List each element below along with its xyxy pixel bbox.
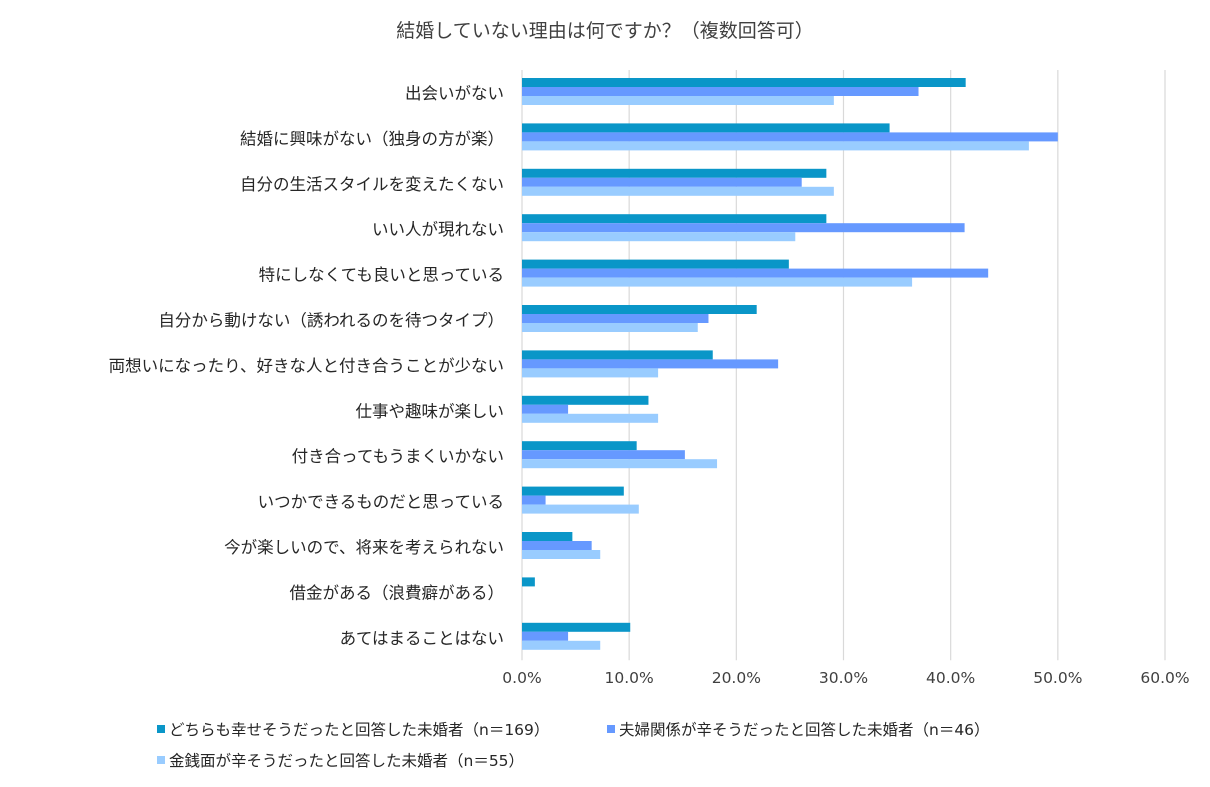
bar	[522, 96, 834, 105]
category-label: 仕事や趣味が楽しい	[356, 402, 505, 421]
bar	[522, 459, 718, 469]
category-label: 特にしなくても良いと思っている	[259, 266, 504, 285]
bar	[522, 368, 659, 378]
bar	[522, 277, 913, 287]
bar	[522, 214, 827, 224]
bar	[522, 577, 535, 587]
legend-label: 金銭面が辛そうだったと回答した未婚者（n＝55）	[169, 752, 524, 770]
bar	[522, 450, 685, 460]
bar	[522, 177, 802, 187]
bar	[522, 532, 573, 541]
legend: どちらも幸せそうだったと回答した未婚者（n＝169） 夫婦関係が辛そうだったと回答…	[157, 721, 990, 770]
category-label: いい人が現れない	[372, 220, 504, 239]
x-tick-label: 30.0%	[819, 669, 868, 687]
bar	[522, 232, 796, 242]
grid	[521, 70, 1166, 661]
bar	[522, 395, 649, 405]
bar	[522, 186, 834, 196]
category-label: 自分の生活スタイルを変えたくない	[240, 175, 504, 194]
bar	[522, 305, 757, 314]
bar	[522, 350, 713, 360]
bar	[522, 622, 631, 632]
bar	[522, 441, 637, 451]
x-tick-label: 0.0%	[502, 669, 541, 687]
bar	[522, 314, 709, 323]
category-label: 両想いになったり、好きな人と付き合うことが少ない	[109, 356, 504, 375]
category-label: 付き合ってもうまくいかない	[292, 447, 504, 466]
x-tick-label: 10.0%	[605, 669, 654, 687]
bar	[522, 359, 779, 369]
bar	[522, 141, 1029, 151]
x-tick-label: 60.0%	[1140, 669, 1189, 687]
bar	[522, 132, 1058, 142]
bar	[522, 168, 827, 178]
bar	[522, 87, 919, 96]
bar	[522, 78, 966, 87]
bar	[522, 413, 659, 423]
bar	[522, 504, 639, 514]
x-tick-label: 50.0%	[1033, 669, 1082, 687]
bar	[522, 541, 592, 550]
bar	[522, 550, 601, 559]
x-tick-labels: 0.0% 10.0% 20.0% 30.0% 40.0% 50.0% 60.0%	[502, 669, 1189, 687]
category-label: 結婚に興味がない（独身の方が楽）	[240, 129, 504, 148]
bar	[522, 123, 890, 133]
x-tick-label: 20.0%	[712, 669, 761, 687]
legend-label: 夫婦関係が辛そうだったと回答した未婚者（n＝46）	[619, 721, 990, 739]
legend-label: どちらも幸せそうだったと回答した未婚者（n＝169）	[169, 721, 549, 739]
bar	[522, 640, 601, 650]
category-label: 出会いがない	[405, 84, 504, 103]
category-label: いつかできるものだと思っている	[258, 493, 504, 512]
bar	[522, 223, 965, 233]
legend-swatch	[157, 756, 165, 764]
chart-title: 結婚していない理由は何ですか？（複数回答可）	[396, 20, 813, 42]
bar	[522, 259, 789, 269]
legend-swatch	[157, 725, 165, 733]
legend-swatch	[607, 725, 615, 733]
x-tick-label: 40.0%	[926, 669, 975, 687]
bar	[522, 486, 624, 496]
bars	[522, 78, 1058, 650]
bar	[522, 631, 569, 641]
bar	[522, 404, 569, 414]
bar	[522, 268, 989, 278]
category-label: 借金がある（浪費癖がある）	[290, 583, 505, 602]
bar	[522, 495, 546, 505]
category-label: 自分から動けない（誘われるのを待つタイプ）	[158, 311, 504, 330]
category-label: あてはまることはない	[340, 629, 504, 648]
category-label: 今が楽しいので、将来を考えられない	[224, 538, 504, 557]
bar	[522, 323, 698, 332]
